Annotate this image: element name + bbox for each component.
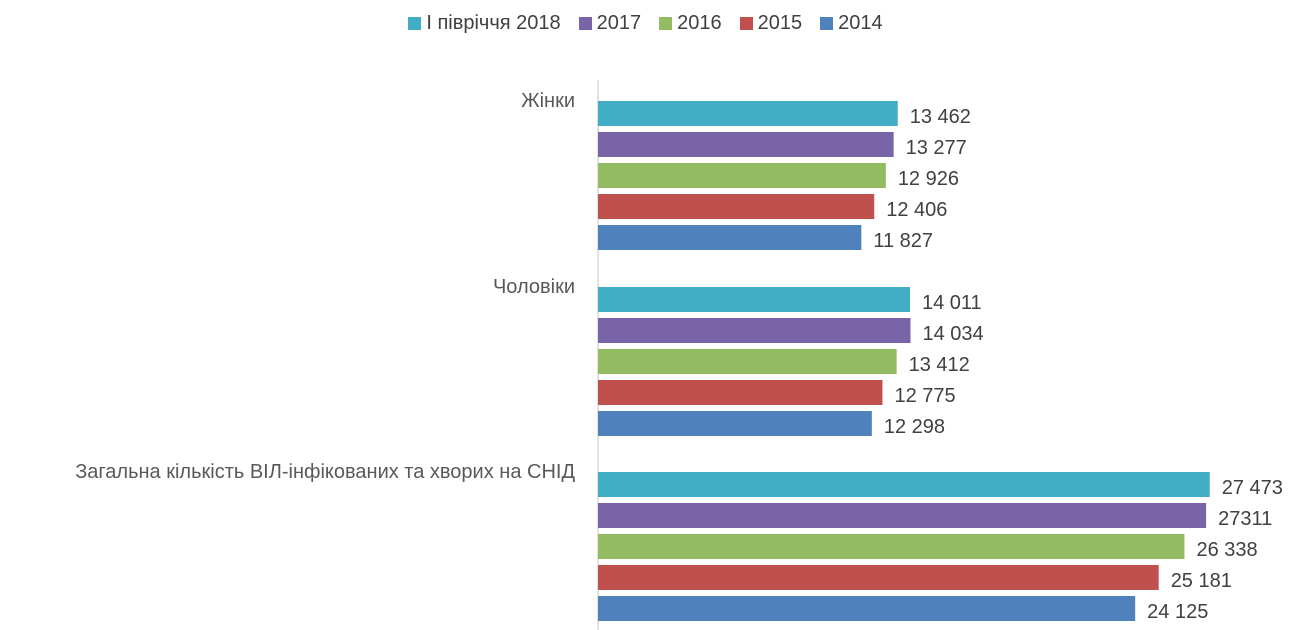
bar — [598, 101, 898, 126]
legend-label: І півріччя 2018 — [426, 12, 561, 34]
legend-swatch — [820, 17, 834, 30]
data-label: 13 412 — [909, 354, 970, 376]
data-label: 12 926 — [898, 168, 959, 190]
legend-label: 2017 — [596, 12, 642, 34]
legend-item: 2014 — [820, 12, 883, 35]
data-label: 27311 — [1218, 508, 1272, 530]
data-label: 12 298 — [884, 416, 945, 438]
legend-label: 2016 — [677, 12, 722, 34]
legend-item: 2015 — [739, 12, 803, 35]
legend-label: 2014 — [838, 12, 883, 34]
bar — [598, 534, 1185, 559]
legend-label: 2015 — [757, 12, 803, 34]
data-label: 12 775 — [894, 385, 955, 407]
bar — [598, 132, 894, 157]
data-label: 26 338 — [1196, 539, 1257, 561]
data-label: 25 181 — [1171, 570, 1232, 592]
legend-swatch — [739, 17, 753, 30]
bar — [598, 287, 910, 312]
legend: І півріччя 2018 2017 2016 2015 2014 — [0, 12, 1291, 35]
data-label: 13 277 — [906, 137, 967, 159]
bar — [598, 565, 1159, 590]
legend-swatch — [408, 17, 422, 30]
bar — [598, 349, 897, 374]
data-label: 11 827 — [873, 230, 933, 252]
bar — [598, 225, 862, 250]
data-label: 14 034 — [922, 323, 983, 345]
legend-item: І півріччя 2018 — [408, 12, 561, 35]
bar — [598, 163, 886, 188]
legend-item: 2017 — [578, 12, 642, 35]
bar — [598, 411, 872, 436]
bar — [598, 318, 911, 343]
data-label: 24 125 — [1147, 601, 1208, 623]
data-label: 13 462 — [910, 106, 971, 128]
data-label: 27 473 — [1222, 477, 1283, 499]
category-label: Жінки — [521, 90, 575, 112]
data-label: 12 406 — [886, 199, 947, 221]
bar — [598, 596, 1136, 621]
category-label: Чоловіки — [492, 276, 575, 298]
legend-swatch — [578, 17, 592, 30]
category-label: Загальна кількість ВІЛ-інфікованих та хв… — [75, 461, 575, 483]
legend-item: 2016 — [659, 12, 722, 35]
bar — [598, 503, 1207, 528]
bar — [598, 380, 883, 405]
bar — [598, 194, 875, 219]
bar — [598, 472, 1210, 497]
legend-swatch — [659, 17, 673, 30]
data-label: 14 011 — [922, 292, 982, 314]
